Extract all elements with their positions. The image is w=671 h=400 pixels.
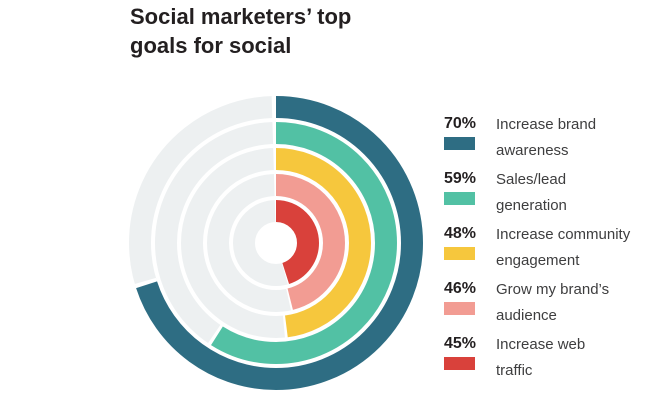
legend-percentage: 70%: [444, 115, 477, 132]
legend-item-left: 70%: [444, 112, 496, 164]
legend-percentage: 46%: [444, 280, 477, 297]
legend-label-line2: engagement: [496, 252, 580, 269]
radial-chart: [126, 93, 426, 393]
legend-color-swatch: [444, 192, 475, 205]
legend-label-line1: Grow my brand’s: [496, 281, 610, 298]
ring-arc-2: [181, 148, 371, 338]
legend-label-line1: Increase community: [496, 226, 631, 243]
legend-item-left: 48%: [444, 222, 496, 274]
page-title-line1: Social marketers’ top: [130, 4, 352, 29]
legend-label-line1: Increase web: [496, 336, 586, 353]
legend-label-line2: audience: [496, 307, 557, 324]
legend-label: Increase web traffic: [496, 332, 585, 384]
legend-percentage: 59%: [444, 170, 477, 187]
legend-item-left: 59%: [444, 167, 496, 219]
legend-color-swatch: [444, 302, 475, 315]
legend-item-1: 59% Sales/lead generation: [444, 167, 630, 219]
page-title: Social marketers’ top goals for social: [130, 2, 351, 60]
legend-label-line2: awareness: [496, 142, 569, 159]
legend-label-line1: Increase brand: [496, 116, 597, 133]
legend-item-0: 70% Increase brand awareness: [444, 112, 630, 164]
radial-chart-svg: [129, 96, 423, 390]
ring-arc-3: [207, 174, 345, 312]
ring-arc-1: [155, 122, 397, 364]
legend-item-3: 46% Grow my brand’s audience: [444, 277, 630, 329]
legend-label-line1: Sales/lead: [496, 171, 567, 188]
legend-item-left: 45%: [444, 332, 496, 384]
ring-arc-0: [129, 96, 423, 390]
legend-color-swatch: [444, 137, 475, 150]
legend-label: Sales/lead generation: [496, 167, 567, 219]
ring-arc-4: [233, 200, 319, 286]
legend-item-2: 48% Increase community engagement: [444, 222, 630, 274]
legend-label: Grow my brand’s audience: [496, 277, 609, 329]
legend-item-left: 46%: [444, 277, 496, 329]
legend-item-4: 45% Increase web traffic: [444, 332, 630, 384]
legend-percentage: 45%: [444, 335, 477, 352]
legend-label: Increase brand awareness: [496, 112, 596, 164]
legend-percentage: 48%: [444, 225, 477, 242]
legend-label: Increase community engagement: [496, 222, 630, 274]
legend-label-line2: traffic: [496, 362, 533, 379]
legend-color-swatch: [444, 357, 475, 370]
legend: 70% Increase brand awareness 59% Sales/l…: [444, 112, 630, 384]
legend-label-line2: generation: [496, 197, 567, 214]
legend-color-swatch: [444, 247, 475, 260]
page-title-line2: goals for social: [130, 33, 292, 58]
